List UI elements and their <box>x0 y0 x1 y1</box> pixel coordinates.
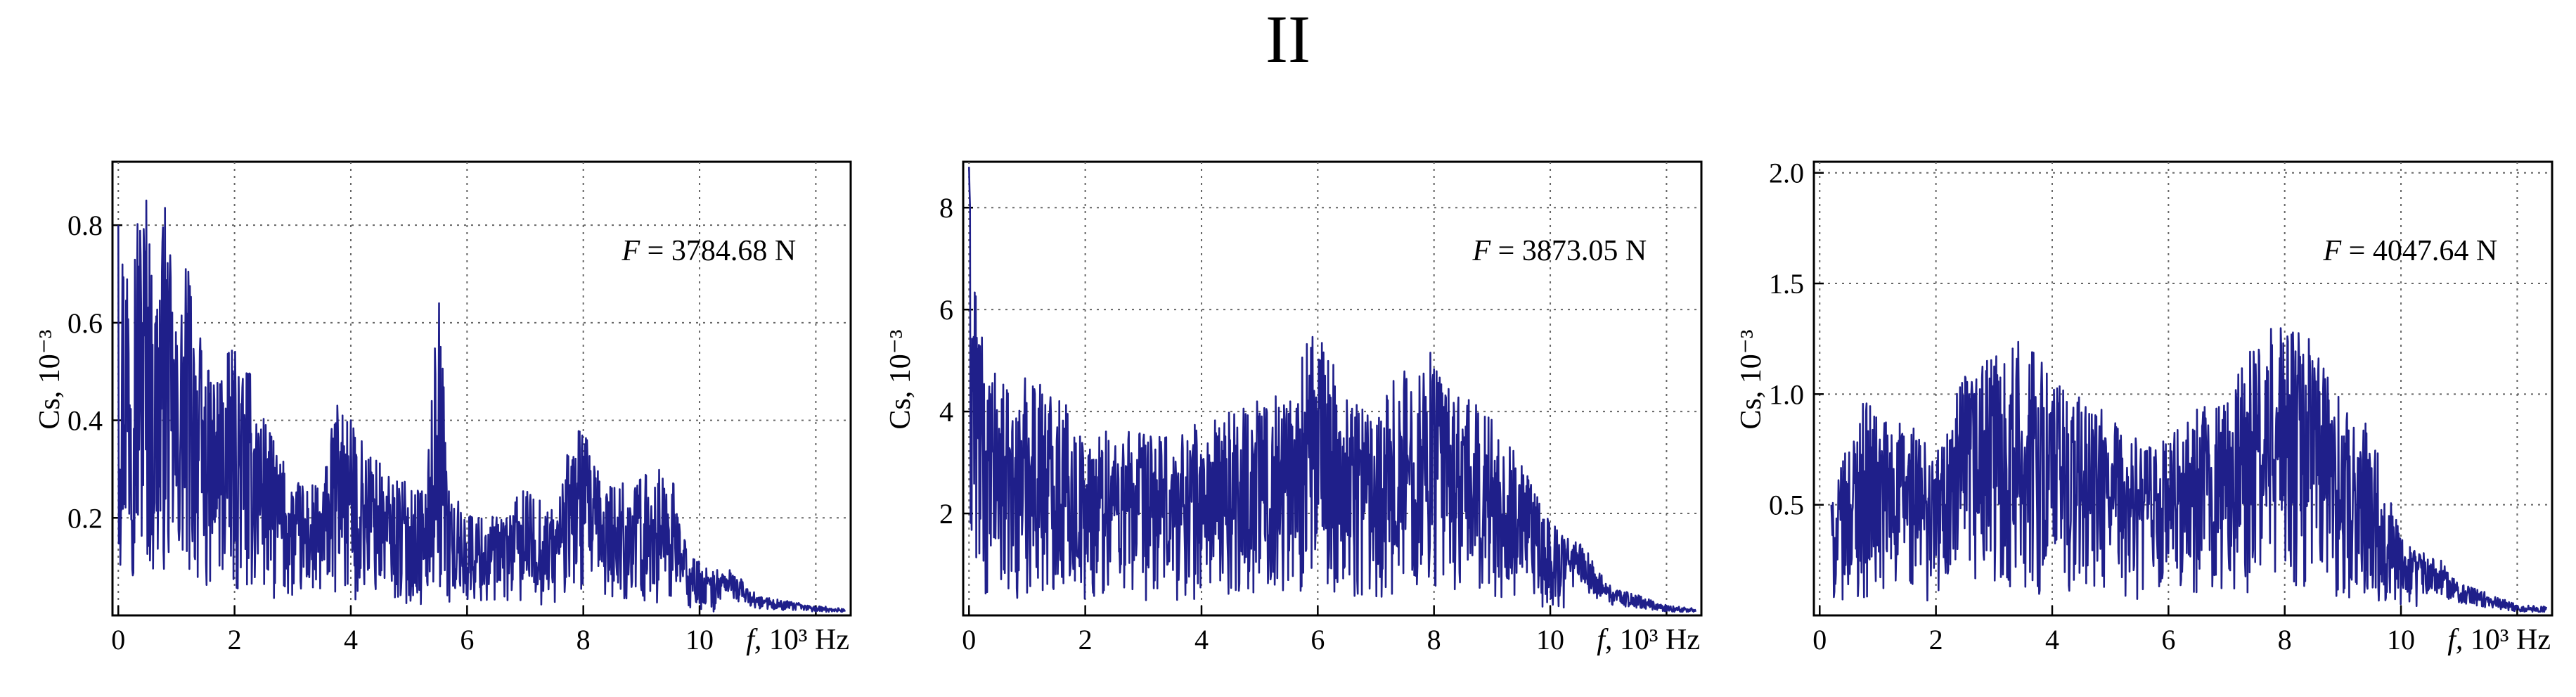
x-tick-label: 8 <box>2278 624 2292 656</box>
x-tick-label: 2 <box>1929 624 1943 656</box>
y-axis-label: Cs, 10⁻³ <box>34 330 66 430</box>
y-tick-label: 2 <box>939 498 953 530</box>
x-tick-label: 8 <box>1427 624 1441 656</box>
y-tick-label: 1.0 <box>1769 378 1804 410</box>
x-tick-label: 4 <box>1194 624 1209 656</box>
x-axis-label: f, 10³ Hz <box>1597 624 1700 656</box>
force-annotation: F = 4047.64 N <box>2323 235 2498 267</box>
force-annotation: F = 3784.68 N <box>622 235 797 267</box>
x-tick-label: 4 <box>344 624 358 656</box>
x-tick-label: 4 <box>2045 624 2059 656</box>
x-tick-label: 2 <box>228 624 242 656</box>
y-tick-label: 0.2 <box>67 502 103 534</box>
spectrum-series-line <box>1830 327 2547 613</box>
y-tick-label: 0.8 <box>67 210 103 241</box>
figure-title: II <box>1266 1 1310 77</box>
x-tick-label: 0 <box>962 624 976 656</box>
y-axis-label: Cs, 10⁻³ <box>1735 330 1767 430</box>
y-tick-label: 4 <box>939 396 953 428</box>
x-tick-label: 10 <box>685 624 714 656</box>
x-axis-label: f, 10³ Hz <box>2447 624 2551 656</box>
y-axis-label: Cs, 10⁻³ <box>884 330 917 430</box>
x-tick-label: 0 <box>111 624 125 656</box>
x-tick-label: 10 <box>2387 624 2415 656</box>
x-axis-label: f, 10³ Hz <box>746 624 849 656</box>
x-tick-label: 2 <box>1078 624 1093 656</box>
chart-panel-1: 0 2 4 6 8 10 0.2 0.4 0.6 0.8 F = 3784.68 N f, 10³ H… <box>34 160 852 656</box>
y-tick-label: 8 <box>939 192 953 224</box>
y-tick-label: 6 <box>939 294 953 326</box>
y-tick-label: 0.5 <box>1769 490 1804 521</box>
x-tick-label: 6 <box>1310 624 1325 656</box>
x-tick-label: 10 <box>1536 624 1564 656</box>
y-tick-label: 0.4 <box>67 405 103 437</box>
y-tick-label: 2.0 <box>1769 158 1804 189</box>
x-tick-label: 6 <box>460 624 474 656</box>
spectrum-series-line <box>117 199 846 613</box>
spectrum-series-line <box>968 167 1696 613</box>
chart-panel-3: 0 2 4 6 8 10 0.5 1.0 1.5 2.0 F = 4047.64 N f, 10³ H… <box>1735 158 2554 656</box>
chart-panel-2: 0 2 4 6 8 10 2 4 6 8 F = 3873.05 N f, 10³ Hz Cs, 10⁻… <box>884 160 1703 656</box>
x-tick-label: 0 <box>1812 624 1827 656</box>
force-annotation: F = 3873.05 N <box>1472 235 1647 267</box>
y-tick-label: 1.5 <box>1769 268 1804 300</box>
y-tick-label: 0.6 <box>67 307 103 339</box>
x-tick-label: 8 <box>577 624 591 656</box>
x-tick-label: 6 <box>2161 624 2175 656</box>
